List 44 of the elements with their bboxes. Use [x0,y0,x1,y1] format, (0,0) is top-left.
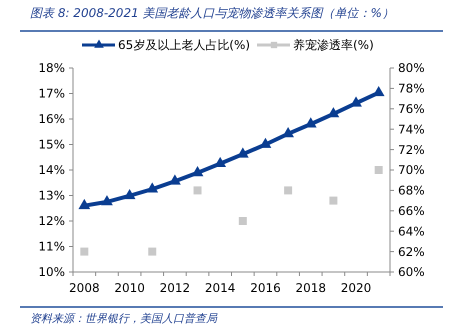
x-tick-label: 2008 [69,281,100,295]
chart-title: 图表 8: 2008-2021 美国老龄人口与宠物渗透率关系图（单位：%） [30,6,394,20]
y-tick-label: 10% [38,265,65,280]
y-tick-label: 11% [38,240,65,254]
legend-label: 养宠渗透率(%) [293,38,374,52]
y-tick-label: 17% [38,86,65,101]
point [101,195,113,206]
y2-tick-label: 68% [398,184,425,198]
y-tick-label: 18% [38,61,65,76]
x-tick-label: 2010 [114,281,145,295]
point [192,166,204,176]
x-tick-label: 2014 [204,281,236,295]
point [169,174,181,185]
y2-tick-label: 76% [398,102,425,116]
text: 资料来源：世界银行，美国人口普查局 [30,312,218,325]
y2-tick-label: 80% [398,61,425,76]
legend-label: 65岁及以上老人占比(%) [118,38,250,52]
point [329,196,338,205]
x-tick-label: 2012 [160,281,190,295]
y2-tick-label: 64% [398,224,425,238]
point [148,248,156,256]
y2-tick-label: 78% [398,82,425,96]
point [78,198,90,210]
y-tick-label: 14% [38,163,65,178]
x-tick-label: 2020 [340,281,372,295]
point [374,166,383,174]
point [194,186,202,194]
y2-tick-label: 74% [398,122,425,136]
y2-tick-label: 70% [398,163,425,178]
y-tick-label: 13% [38,188,65,203]
y2-tick-label: 62% [398,244,425,259]
y-tick-label: 15% [38,138,65,152]
y-tick-label: 12% [38,214,65,228]
y2-tick-label: 60% [398,265,425,280]
point [80,248,88,256]
point [124,188,136,200]
y2-tick-label: 66% [398,204,425,218]
y-tick-label: 16% [38,112,65,126]
x-tick-label: 2016 [250,281,281,295]
point [146,182,158,193]
point [284,186,292,194]
x-tick-label: 2018 [295,281,326,295]
y2-tick-label: 72% [398,142,425,157]
point [238,217,247,225]
